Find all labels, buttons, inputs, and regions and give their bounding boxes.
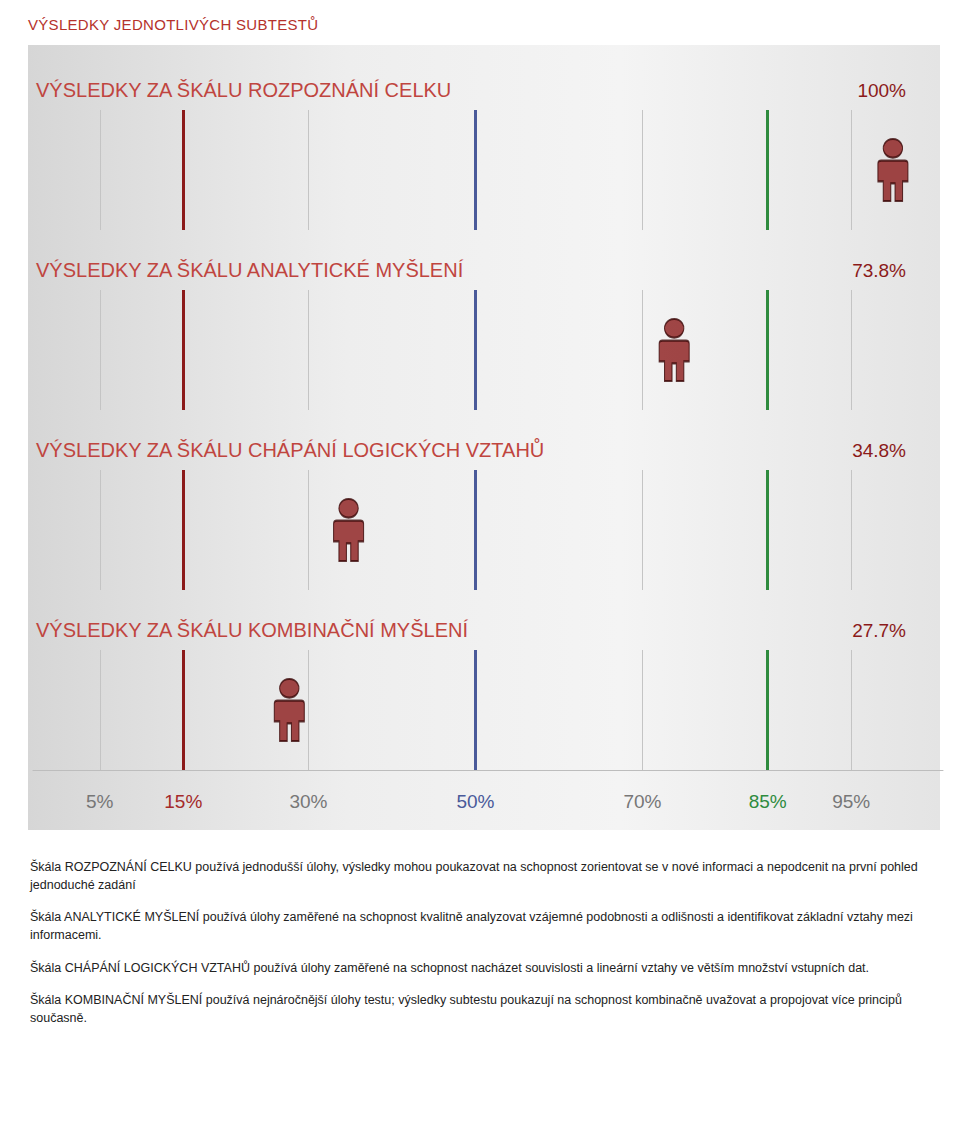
svg-text:34.8%: 34.8% — [852, 440, 906, 461]
svg-text:70%: 70% — [623, 791, 661, 812]
html-text:VÝSLEDKY JEDNOTLIVÝCH SUBTESTŮ: VÝSLEDKY JEDNOTLIVÝCH SUBTESTŮ — [28, 16, 319, 33]
svg-text:15%: 15% — [164, 791, 202, 812]
html-text:Škála ANALYTICKÉ MYŠLENÍ použí: Škála ANALYTICKÉ MYŠLENÍ používá úlohy z… — [30, 910, 913, 943]
svg-text:85%: 85% — [749, 791, 787, 812]
svg-text:5%: 5% — [86, 791, 114, 812]
svg-text:VÝSLEDKY ZA ŠKÁLU ROZPOZNÁNÍ C: VÝSLEDKY ZA ŠKÁLU ROZPOZNÁNÍ CELKU — [36, 79, 451, 101]
svg-text:VÝSLEDKY ZA ŠKÁLU CHÁPÁNÍ LOGI: VÝSLEDKY ZA ŠKÁLU CHÁPÁNÍ LOGICKÝCH VZTA… — [36, 438, 544, 461]
svg-text:95%: 95% — [832, 791, 870, 812]
html-text:Škála ROZPOZNÁNÍ CELKU používá: Škála ROZPOZNÁNÍ CELKU používá jednodušš… — [30, 860, 918, 893]
svg-text:100%: 100% — [857, 80, 906, 101]
svg-text:73.8%: 73.8% — [852, 260, 906, 281]
html-text:Škála KOMBINAČNÍ MYŠLENÍ použí: Škála KOMBINAČNÍ MYŠLENÍ používá nejnáro… — [30, 992, 902, 1025]
svg-text:VÝSLEDKY ZA ŠKÁLU ANALYTICKÉ M: VÝSLEDKY ZA ŠKÁLU ANALYTICKÉ MYŠLENÍ — [36, 259, 464, 281]
svg-text:30%: 30% — [289, 791, 327, 812]
svg-text:27.7%: 27.7% — [852, 620, 906, 641]
svg-text:50%: 50% — [456, 791, 494, 812]
html-text:Škála CHÁPÁNÍ LOGICKÝCH VZTAHŮ: Škála CHÁPÁNÍ LOGICKÝCH VZTAHŮ používá ú… — [30, 960, 869, 975]
svg-text:VÝSLEDKY ZA ŠKÁLU KOMBINAČNÍ M: VÝSLEDKY ZA ŠKÁLU KOMBINAČNÍ MYŠLENÍ — [36, 619, 468, 641]
